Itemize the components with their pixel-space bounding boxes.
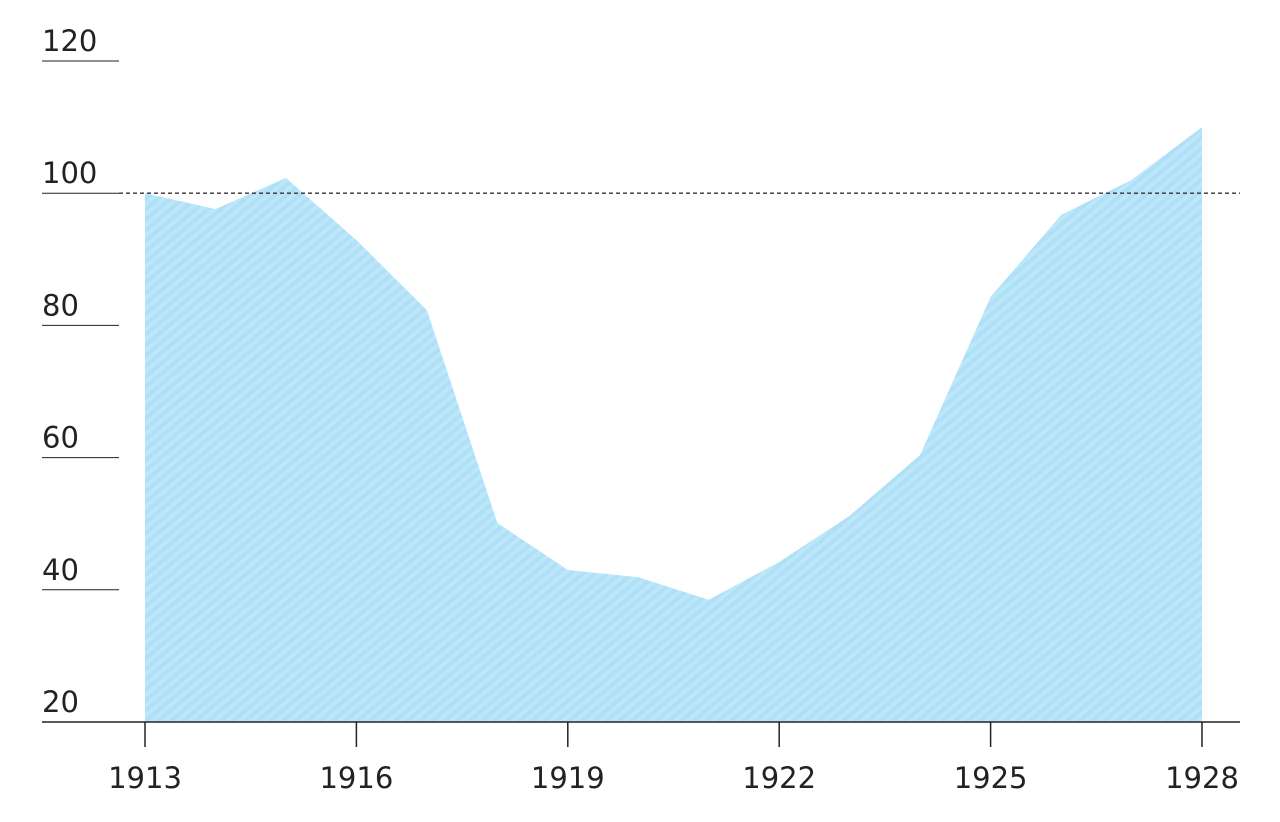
y-tick-label: 100 xyxy=(42,156,97,190)
x-tick-label: 1928 xyxy=(1165,761,1239,795)
y-tick-label: 120 xyxy=(42,24,97,58)
x-tick-label: 1922 xyxy=(742,761,816,795)
x-tick-label: 1916 xyxy=(319,761,393,795)
area-texture xyxy=(145,127,1202,723)
y-tick-label: 20 xyxy=(42,685,79,719)
y-tick-label: 80 xyxy=(42,288,79,322)
x-tick-label: 1919 xyxy=(531,761,605,795)
axes: 20 40 60 80 100 120 1913 1916 1919 1922 1925 1928 xyxy=(42,24,1240,795)
x-tick-label: 1913 xyxy=(108,761,182,795)
y-tick-label: 60 xyxy=(42,421,79,455)
x-tick-label: 1925 xyxy=(954,761,1028,795)
y-tick-label: 40 xyxy=(42,553,79,587)
plot-area xyxy=(145,127,1202,723)
